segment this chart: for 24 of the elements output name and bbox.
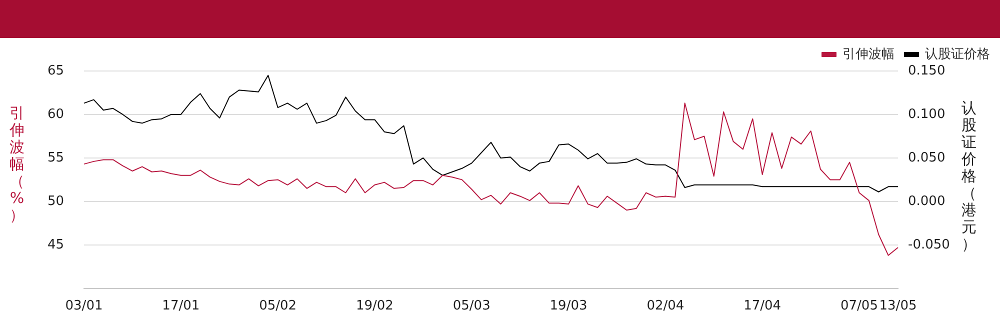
y-tick-label: 65 [47, 63, 64, 78]
x-tick-label: 07/05 [840, 298, 878, 314]
y2-tick-label: 0.100 [908, 106, 946, 122]
y2-tick-label: 0.150 [908, 63, 946, 78]
legend-label: 引伸波幅 [842, 46, 894, 62]
y2-tick-label: -0.050 [908, 237, 950, 252]
x-tick-label: 17/04 [744, 298, 782, 314]
x-tick-label: 05/02 [259, 298, 297, 314]
y-tick-label: 60 [47, 106, 64, 122]
y2-tick-label: 0.050 [908, 150, 946, 166]
y-axis-title: 引伸波幅（%） [8, 104, 26, 224]
x-tick-label: 19/03 [550, 298, 588, 314]
y-tick-label: 45 [47, 237, 64, 252]
x-tick-label: 13/05 [879, 298, 917, 314]
x-tick-label: 05/03 [452, 298, 490, 314]
legend-label: 认股证价格 [925, 46, 990, 62]
x-tick-label: 17/01 [162, 298, 200, 314]
y-tick-label: 55 [47, 150, 64, 166]
x-tick-label: 02/04 [646, 298, 684, 314]
x-tick-label: 03/01 [65, 298, 103, 314]
x-tick-label: 19/02 [356, 298, 394, 314]
y-tick-label: 50 [47, 194, 64, 209]
y2-tick-label: 0.000 [908, 194, 946, 209]
text: 认股证价格（港元） [962, 99, 976, 253]
